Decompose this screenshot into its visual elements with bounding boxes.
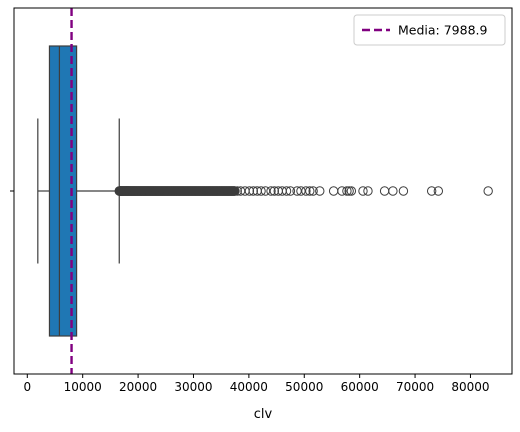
outlier-point bbox=[281, 186, 292, 196]
outlier-point bbox=[346, 186, 357, 196]
outlier-point bbox=[285, 186, 296, 196]
outlier-point bbox=[426, 186, 437, 196]
outlier-point bbox=[266, 186, 276, 196]
x-tick-label: 30000 bbox=[174, 380, 212, 394]
legend-label: Media: 7988.9 bbox=[398, 23, 488, 38]
outlier-point bbox=[388, 186, 398, 196]
outlier-point bbox=[483, 186, 493, 196]
outlier-point bbox=[244, 186, 255, 196]
outlier-point bbox=[248, 186, 259, 196]
outlier-point bbox=[256, 186, 266, 196]
outlier-point bbox=[308, 186, 318, 196]
legend-group: Media: 7988.9 bbox=[353, 14, 506, 46]
x-tick-label: 10000 bbox=[64, 380, 102, 394]
outlier-point bbox=[342, 186, 352, 196]
x-axis-label: clv bbox=[254, 407, 273, 422]
outlier-point bbox=[315, 186, 325, 196]
x-tick-label: 80000 bbox=[451, 380, 489, 394]
x-tick-label: 40000 bbox=[230, 380, 268, 394]
x-tick-label: 50000 bbox=[285, 380, 323, 394]
outliers-group bbox=[114, 186, 493, 196]
x-tick-label: 70000 bbox=[396, 380, 434, 394]
outlier-point bbox=[344, 186, 354, 196]
outlier-point bbox=[232, 186, 242, 196]
outlier-point bbox=[398, 186, 409, 196]
outlier-point bbox=[305, 186, 315, 196]
outlier-point bbox=[301, 186, 311, 196]
legend-box bbox=[353, 14, 506, 46]
outlier-point bbox=[269, 186, 280, 196]
x-tick-label: 60000 bbox=[341, 380, 379, 394]
outlier-point bbox=[433, 186, 444, 196]
x-tick-label: 20000 bbox=[119, 380, 157, 394]
outlier-point bbox=[363, 186, 373, 196]
axes-group: 0 10000 20000 30000 40000 50000 60000 70000 8000… bbox=[10, 7, 513, 394]
outlier-point bbox=[230, 186, 240, 196]
outlier-point bbox=[358, 186, 368, 196]
outlier-point bbox=[337, 186, 347, 196]
x-tick-label: 0 bbox=[23, 380, 31, 394]
